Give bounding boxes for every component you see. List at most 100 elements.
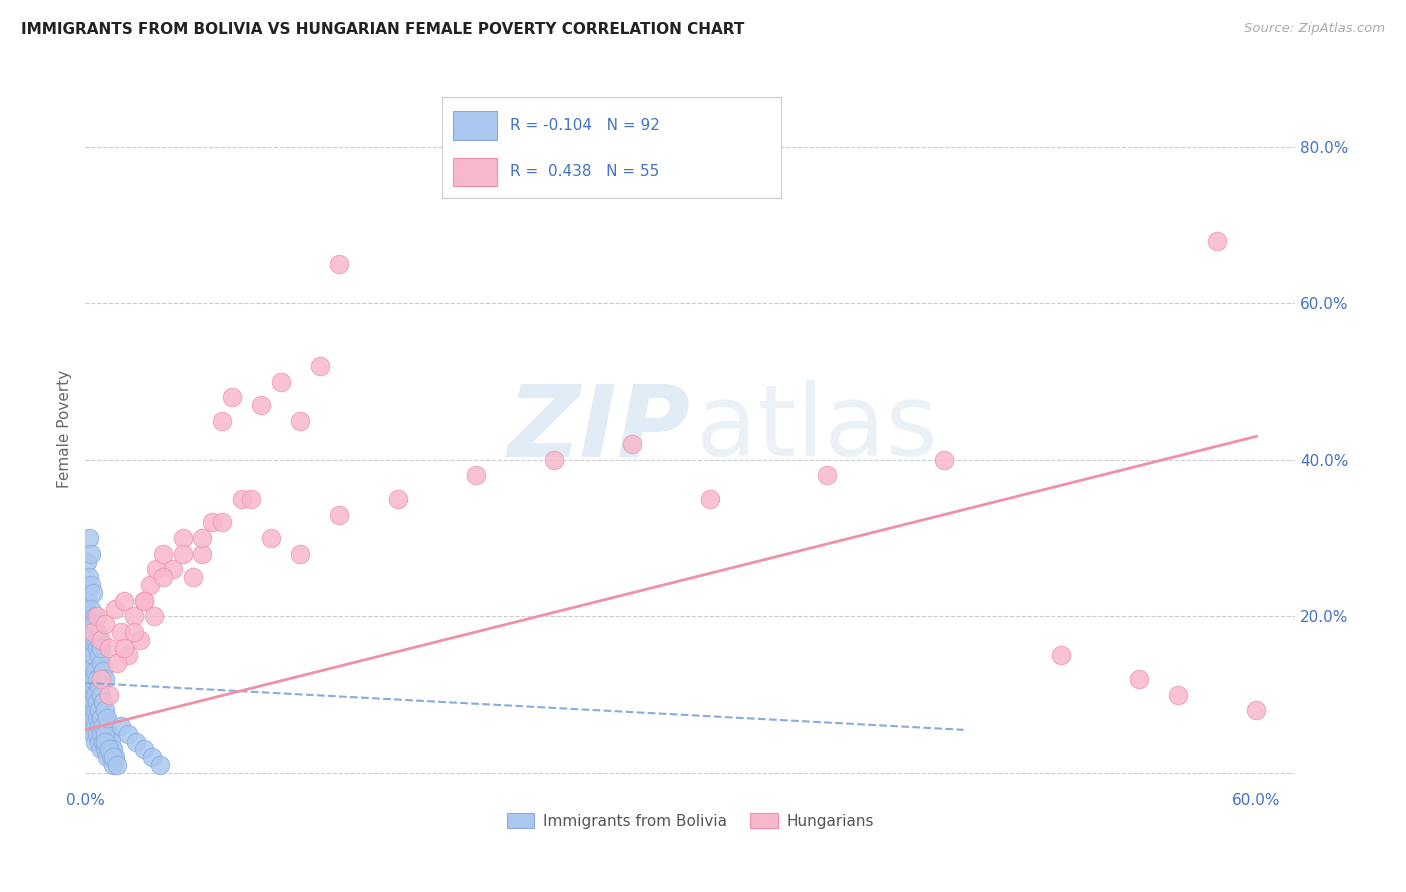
Point xyxy=(815,468,838,483)
Point xyxy=(86,695,108,709)
Point xyxy=(86,672,108,686)
Point xyxy=(77,695,100,709)
Point xyxy=(100,750,122,764)
Point xyxy=(191,531,214,545)
Point xyxy=(80,703,103,717)
Point xyxy=(1050,648,1073,663)
Point xyxy=(270,375,292,389)
Point xyxy=(96,711,118,725)
Point xyxy=(288,547,311,561)
Y-axis label: Female Poverty: Female Poverty xyxy=(58,369,72,488)
Point xyxy=(80,547,103,561)
Point xyxy=(84,632,107,647)
Point xyxy=(328,257,350,271)
Point xyxy=(87,734,110,748)
Point xyxy=(191,547,214,561)
Point xyxy=(86,695,108,709)
Point xyxy=(112,593,135,607)
Text: IMMIGRANTS FROM BOLIVIA VS HUNGARIAN FEMALE POVERTY CORRELATION CHART: IMMIGRANTS FROM BOLIVIA VS HUNGARIAN FEM… xyxy=(21,22,744,37)
Point xyxy=(91,719,114,733)
Text: ZIP: ZIP xyxy=(508,380,690,477)
Point xyxy=(86,640,108,655)
Point xyxy=(101,742,124,756)
Point xyxy=(104,750,127,764)
Point xyxy=(221,390,243,404)
Point xyxy=(94,672,117,686)
Point xyxy=(82,625,104,640)
Point xyxy=(84,719,107,733)
Point xyxy=(76,680,98,694)
Point xyxy=(201,516,224,530)
Point xyxy=(77,664,100,678)
Point xyxy=(699,491,721,506)
Point xyxy=(100,734,122,748)
Point xyxy=(97,640,120,655)
Point xyxy=(91,734,114,748)
Point xyxy=(117,727,139,741)
Point xyxy=(117,648,139,663)
Point xyxy=(77,609,100,624)
Point xyxy=(94,617,117,632)
Point xyxy=(82,680,104,694)
Point xyxy=(84,703,107,717)
Point xyxy=(90,672,112,686)
Point xyxy=(86,711,108,725)
Point xyxy=(97,742,120,756)
Point xyxy=(141,750,163,764)
Point xyxy=(82,648,104,663)
Point xyxy=(1246,703,1268,717)
Point xyxy=(464,468,486,483)
Point xyxy=(87,719,110,733)
Point xyxy=(80,632,103,647)
Point xyxy=(76,703,98,717)
Point xyxy=(172,547,194,561)
Point xyxy=(77,531,100,545)
Point xyxy=(76,593,98,607)
Point xyxy=(82,617,104,632)
Point xyxy=(77,711,100,725)
Point xyxy=(82,727,104,741)
Point xyxy=(94,734,117,748)
Point xyxy=(76,648,98,663)
Point xyxy=(87,703,110,717)
Point xyxy=(1167,688,1189,702)
Point xyxy=(90,742,112,756)
Point xyxy=(84,609,107,624)
Point xyxy=(90,640,112,655)
Point xyxy=(90,711,112,725)
Point xyxy=(94,727,117,741)
Point xyxy=(82,695,104,709)
Point xyxy=(328,508,350,522)
Point xyxy=(110,625,132,640)
Point xyxy=(1128,672,1150,686)
Point xyxy=(104,601,127,615)
Point xyxy=(125,734,148,748)
Point xyxy=(90,688,112,702)
Point xyxy=(132,593,155,607)
Point xyxy=(129,632,152,647)
Point xyxy=(122,609,145,624)
Point xyxy=(80,672,103,686)
Point xyxy=(80,578,103,592)
Point xyxy=(97,688,120,702)
Text: Source: ZipAtlas.com: Source: ZipAtlas.com xyxy=(1244,22,1385,36)
Legend: Immigrants from Bolivia, Hungarians: Immigrants from Bolivia, Hungarians xyxy=(501,806,880,835)
Point xyxy=(934,453,956,467)
Point xyxy=(1206,234,1229,248)
Point xyxy=(76,555,98,569)
Point xyxy=(86,625,108,640)
Point xyxy=(105,657,128,671)
Point xyxy=(260,531,283,545)
Text: atlas: atlas xyxy=(696,380,938,477)
Point xyxy=(122,625,145,640)
Point xyxy=(80,617,103,632)
Point xyxy=(94,742,117,756)
Point xyxy=(101,750,124,764)
Point xyxy=(112,640,135,655)
Point xyxy=(288,414,311,428)
Point xyxy=(84,688,107,702)
Point xyxy=(105,758,128,772)
Point xyxy=(91,695,114,709)
Point xyxy=(97,742,120,756)
Point xyxy=(94,703,117,717)
